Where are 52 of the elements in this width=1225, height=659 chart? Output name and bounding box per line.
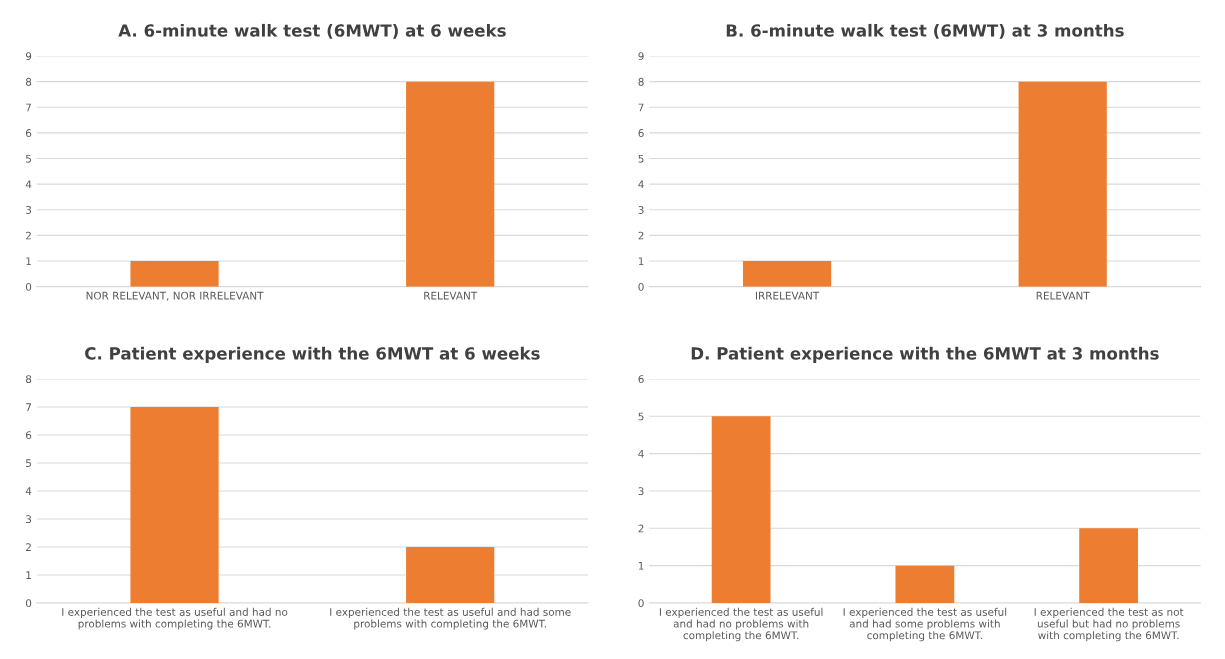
y-tick-label: 8	[25, 77, 32, 86]
x-tick-label: I experienced the test as useful and had no problems with completing the 6MWT.	[62, 607, 288, 630]
y-tick-label: 4	[25, 487, 32, 495]
y-tick-label: 4	[638, 449, 644, 458]
x-tick-label: RELEVANT	[424, 291, 478, 300]
y-tick-label: 5	[26, 154, 31, 163]
y-tick-label: 4	[25, 180, 32, 189]
y-tick-label: 7	[26, 103, 31, 112]
bar	[1079, 528, 1139, 603]
y-tick-label: 0	[638, 599, 644, 608]
y-tick-label: 8	[638, 77, 644, 86]
y-tick-label: 0	[638, 282, 644, 291]
y-tick-label: 9	[25, 52, 32, 61]
y-tick-label: 6	[638, 129, 644, 137]
x-tick-label: I experienced the test as useful and had some problems with completing the 6MWT.	[330, 607, 571, 630]
y-tick-label: 2	[638, 524, 644, 533]
y-tick-label: 3	[26, 206, 32, 214]
y-tick-label: 0	[25, 282, 32, 291]
y-tick-label: 3	[26, 515, 32, 524]
bar	[711, 416, 771, 603]
x-tick-label: NOR RELEVANT, NOR IRRELEVANT	[86, 291, 264, 301]
y-tick-label: 7	[638, 103, 644, 112]
y-tick-label: 2	[26, 231, 31, 240]
x-tick-label: I experienced the test as useful and had no problems with completing the 6MWT.	[659, 607, 823, 642]
y-tick-label: 6	[25, 129, 32, 137]
chart-title: A. 6-minute walk test (6MWT) at 6 weeks	[118, 23, 506, 39]
y-tick-label: 5	[26, 459, 31, 468]
y-tick-label: 1	[26, 257, 31, 265]
y-tick-label: 1	[26, 571, 31, 579]
y-tick-label: 0	[25, 599, 32, 608]
bar	[895, 565, 955, 603]
y-tick-label: 6	[638, 375, 644, 384]
y-tick-label: 5	[638, 154, 644, 163]
y-tick-label: 7	[26, 403, 31, 411]
y-tick-label: 1	[638, 562, 644, 570]
x-tick-label: I experienced the test as useful and had some problems with completing the 6MWT.	[843, 607, 1007, 642]
y-tick-label: 8	[25, 375, 32, 384]
y-tick-label: 3	[638, 487, 644, 496]
y-tick-label: 3	[638, 206, 644, 214]
y-tick-label: 6	[25, 431, 32, 440]
chart-title: B. 6-minute walk test (6MWT) at 3 months	[726, 23, 1124, 39]
y-tick-label: 9	[638, 52, 644, 61]
y-tick-label: 4	[638, 180, 644, 189]
x-tick-label: I experienced the test as not useful but had no problems with completing the 6MWT.	[1034, 607, 1184, 642]
chart-title: D. Patient experience with the 6MWT at 3 months	[691, 346, 1159, 363]
y-tick-label: 5	[638, 412, 644, 421]
x-tick-label: RELEVANT	[1036, 291, 1090, 300]
chart-title: C. Patient experience with the 6MWT at 6 weeks	[85, 346, 540, 363]
y-tick-label: 1	[638, 257, 644, 265]
y-tick-label: 2	[26, 543, 31, 551]
x-tick-label: IRRELEVANT	[755, 291, 820, 300]
y-tick-label: 2	[638, 231, 644, 240]
